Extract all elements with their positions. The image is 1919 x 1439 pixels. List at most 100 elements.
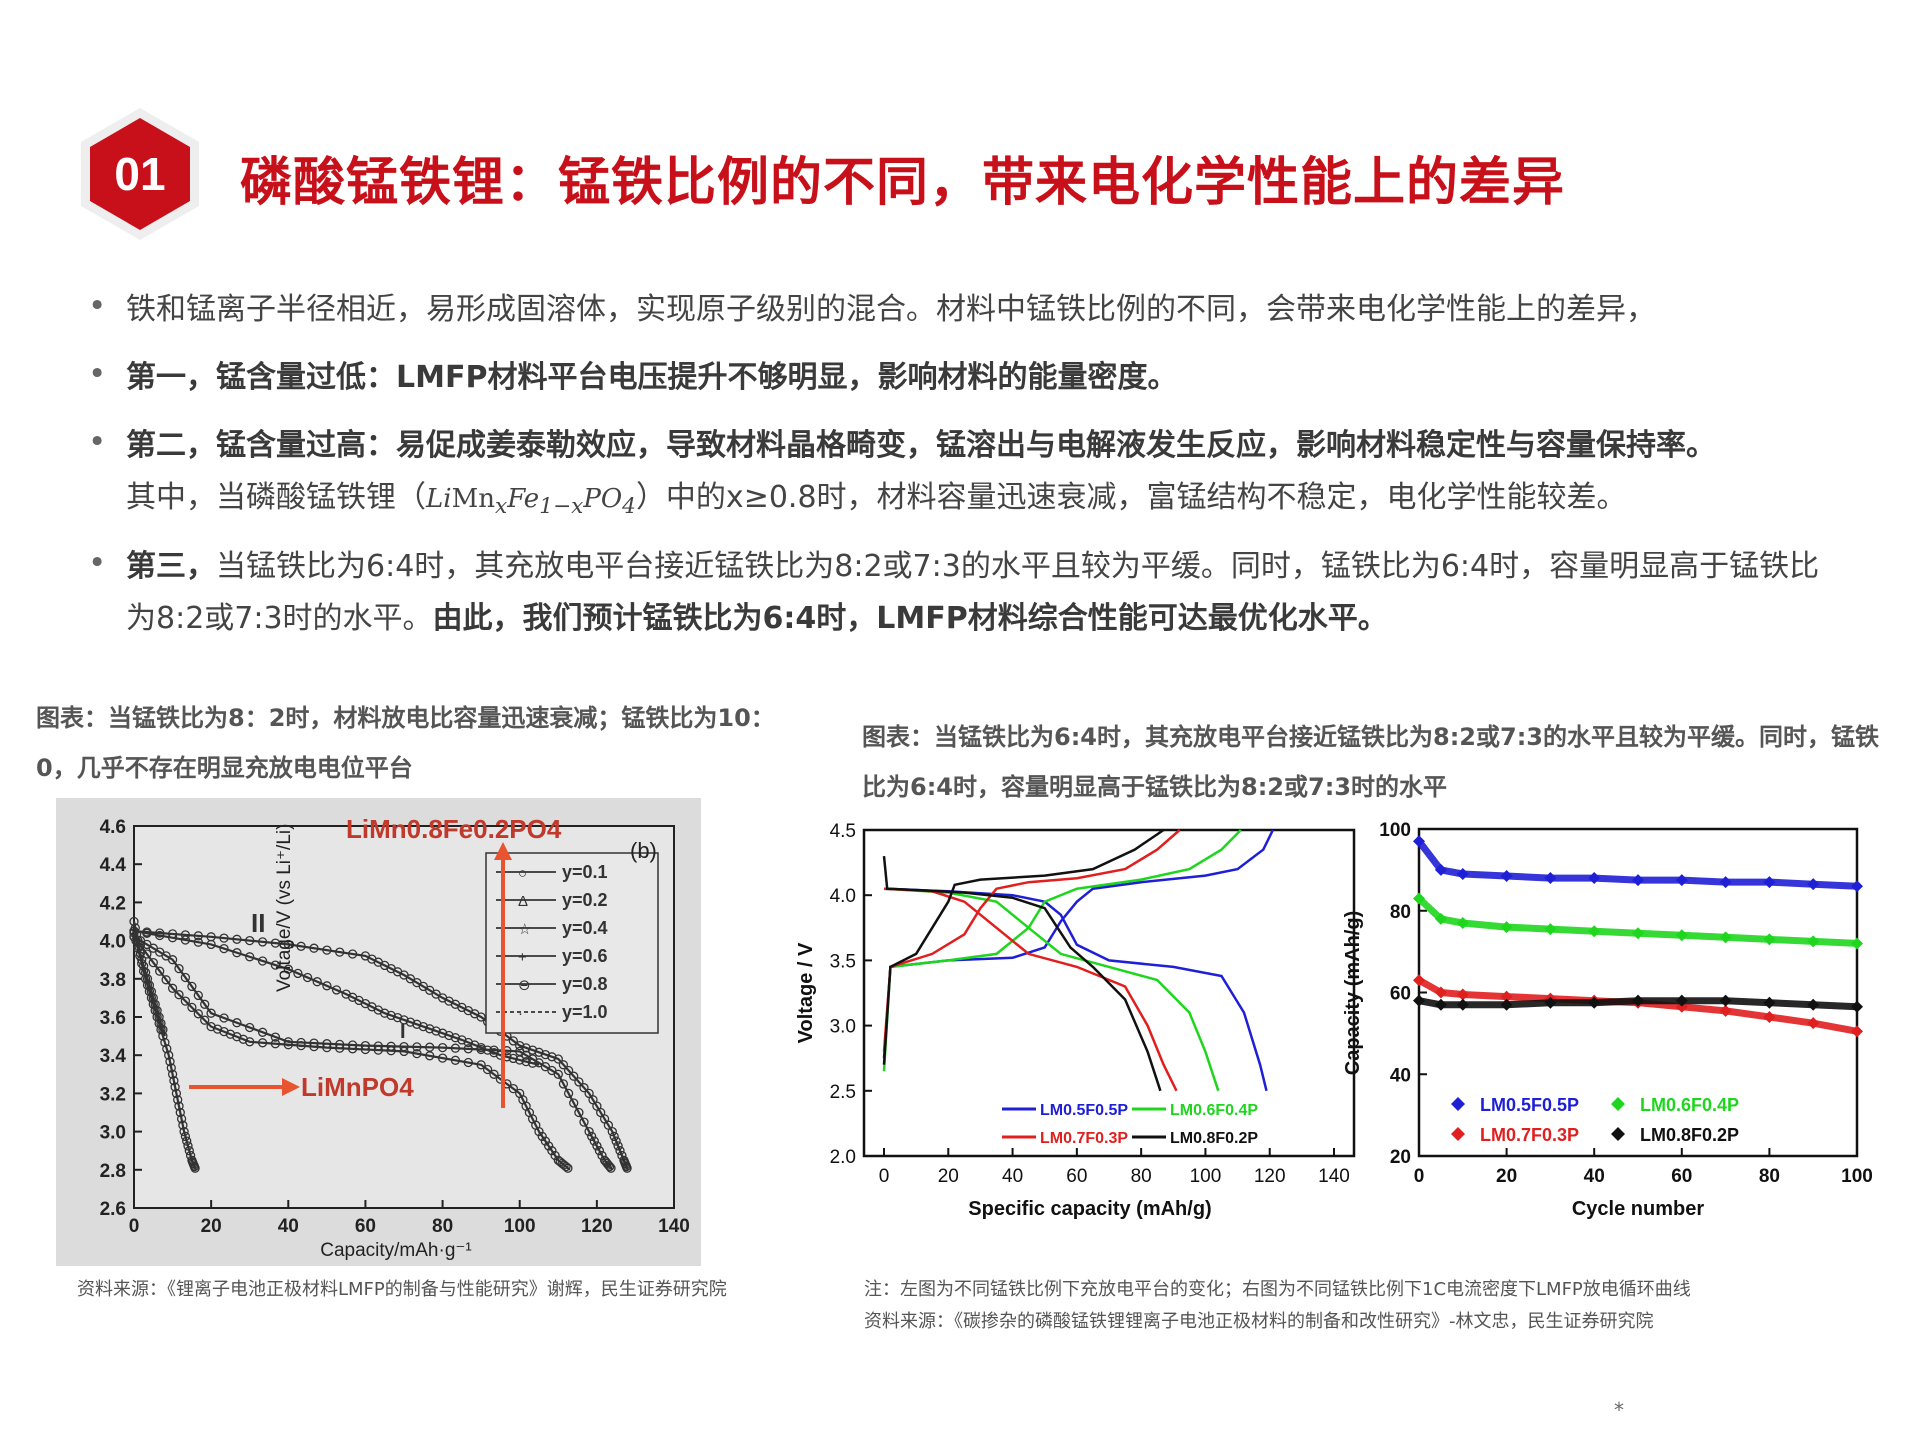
series-y=0.1 — [129, 928, 200, 1173]
data-point — [245, 1022, 255, 1033]
data-point — [609, 1131, 619, 1142]
legend-marker: ⊖ — [518, 977, 531, 994]
y-tick-label: 2.6 — [100, 1199, 126, 1220]
data-point — [1807, 998, 1820, 1011]
data-point — [257, 1038, 268, 1048]
data-point — [193, 931, 203, 941]
data-point — [167, 955, 178, 965]
data-point — [140, 967, 151, 978]
data-point — [476, 1012, 486, 1022]
data-point — [587, 1131, 597, 1142]
data-point — [176, 1114, 187, 1124]
data-point — [508, 1036, 518, 1046]
data-point — [1719, 1004, 1732, 1017]
data-point — [1632, 994, 1644, 1007]
data-point — [607, 1126, 617, 1137]
data-point — [537, 1131, 547, 1142]
data-point — [206, 939, 216, 950]
y-tick-label: 2.0 — [830, 1147, 856, 1168]
data-point — [360, 1044, 371, 1055]
data-point — [386, 1046, 396, 1056]
data-point — [1851, 1000, 1863, 1013]
data-point — [579, 1083, 589, 1093]
x-tick-label: 140 — [1318, 1166, 1350, 1187]
x-tick-label: 60 — [1671, 1166, 1692, 1187]
x-tick-label: 140 — [658, 1216, 690, 1237]
x-tick-label: 60 — [1066, 1166, 1087, 1187]
data-point — [167, 983, 178, 993]
legend-label: y=0.1 — [562, 862, 608, 882]
legend-label: y=0.6 — [562, 946, 608, 966]
data-point — [534, 1047, 544, 1057]
legend-label: LM0.6F0.4P — [1170, 1102, 1258, 1119]
badge-number: 01 — [114, 148, 165, 200]
series-line — [133, 935, 614, 1171]
series-LM0.5F0.5P — [1413, 835, 1863, 893]
y-tick-label: 2.8 — [100, 1161, 126, 1182]
data-point — [135, 948, 146, 958]
series-y=0.8 — [129, 932, 573, 1173]
data-point — [270, 960, 281, 970]
legend-label: LM0.5F0.5P — [1040, 1102, 1128, 1119]
data-point — [257, 956, 268, 966]
data-point — [1500, 990, 1513, 1003]
x-tick-label: 80 — [432, 1216, 453, 1237]
data-point — [146, 986, 157, 997]
data-point — [521, 1056, 531, 1067]
data-point — [174, 963, 184, 974]
x-tick-label: 20 — [938, 1166, 959, 1187]
data-point — [482, 1064, 493, 1075]
data-point — [232, 1018, 242, 1028]
data-point — [347, 1044, 358, 1054]
data-point — [1544, 996, 1557, 1009]
charge-curve — [882, 829, 1242, 1072]
series-y=1.0 — [129, 916, 168, 1037]
cycling-chart-xlabel: Cycle number — [1572, 1198, 1704, 1220]
x-tick-label: 0 — [879, 1166, 890, 1187]
voltage-chart-xlabel: Specific capacity (mAh/g) — [968, 1198, 1211, 1220]
series-line — [133, 930, 629, 1171]
data-point — [1413, 835, 1425, 848]
x-tick-label: 60 — [355, 1216, 376, 1237]
data-point — [1413, 892, 1425, 905]
y-tick-label: 100 — [1379, 820, 1411, 841]
data-point — [540, 1049, 551, 1060]
data-point — [270, 1039, 281, 1049]
bullet-dot: • — [88, 424, 107, 460]
data-point — [219, 933, 229, 943]
data-point — [1456, 917, 1469, 930]
x-tick-label: 100 — [504, 1216, 536, 1237]
data-point — [605, 1161, 615, 1172]
data-point — [392, 1012, 403, 1023]
data-point — [173, 1095, 183, 1105]
data-point — [238, 1034, 248, 1044]
data-point — [133, 935, 143, 946]
data-point — [167, 933, 178, 943]
data-point — [165, 1056, 175, 1067]
data-point — [190, 1163, 200, 1173]
y-tick-label: 4.4 — [100, 855, 127, 876]
data-point — [1500, 870, 1513, 883]
data-point — [193, 937, 203, 947]
data-point — [155, 928, 165, 938]
series-LM0.8F0.2P — [882, 828, 1165, 1092]
y-tick-label: 2.5 — [830, 1082, 856, 1103]
y-tick-label: 4.0 — [830, 886, 856, 907]
data-point — [615, 1146, 625, 1156]
data-point — [270, 938, 281, 948]
data-point — [489, 1069, 499, 1079]
data-point — [162, 1044, 172, 1054]
data-point — [148, 993, 158, 1003]
data-point — [302, 972, 313, 983]
left-figure-caption: 图表：当锰铁比为8：2时，材料放电比容量迅速衰减；锰铁比为10：0，几乎不存在明… — [36, 704, 775, 782]
data-point — [1456, 998, 1469, 1011]
data-point — [155, 966, 165, 976]
formula: LiMnxFe1−xPO4 — [426, 484, 636, 520]
legend-marker — [1611, 1097, 1625, 1111]
voltage-capacity-chart: 2.0 2.5 3.0 3.5 4.0 4.5 0 20 40 60 80 100 120 140 LM0… — [795, 821, 1356, 1220]
series-LM0.8F0.2P — [1413, 994, 1863, 1013]
data-point — [130, 923, 140, 933]
data-point — [1763, 1011, 1776, 1024]
data-point — [184, 1146, 194, 1156]
